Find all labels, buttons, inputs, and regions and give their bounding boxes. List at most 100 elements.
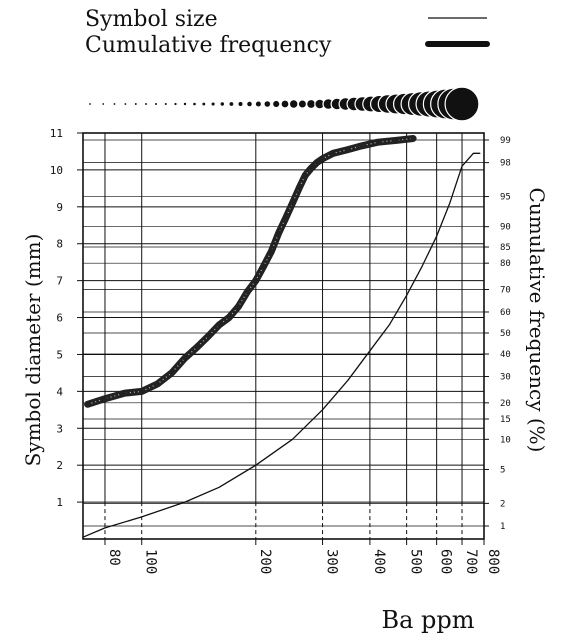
data-point [194, 344, 200, 350]
series-line-texture [87, 137, 414, 405]
symbol-size-circle [444, 86, 480, 122]
x-tick-label: 600 [438, 549, 454, 574]
x-tick-label: 100 [143, 549, 159, 574]
plot-grid [83, 132, 485, 539]
data-point [302, 172, 308, 178]
y-right-tick-label: 60 [500, 308, 511, 318]
data-point [169, 370, 175, 376]
symbol-size-circle [164, 102, 167, 106]
y-right-axis-title: Cumulative frequency (%) [525, 188, 549, 453]
series-line-cumulative-frequency [84, 135, 417, 408]
symbol-size-circle [289, 100, 298, 108]
data-point [216, 322, 222, 328]
data-point [121, 390, 127, 396]
data-point [314, 160, 320, 166]
data-point [261, 263, 267, 269]
symbol-size-circle [102, 103, 105, 105]
data-point [358, 143, 364, 149]
symbol-size-circle [297, 99, 308, 109]
symbol-size-circle [145, 103, 147, 105]
symbol-size-circle [247, 101, 252, 107]
series-line-symbol-size [82, 152, 481, 538]
symbol-size-circle [89, 103, 91, 105]
data-point [253, 278, 259, 284]
x-tick-label: 800 [485, 549, 501, 574]
symbol-size-circle [255, 101, 261, 107]
data-point [290, 200, 296, 206]
y-left-tick-label: 4 [56, 385, 63, 398]
y-left-tick-label: 3 [56, 422, 63, 435]
data-point [85, 401, 91, 407]
y-right-tick-label: 2 [500, 499, 505, 509]
data-point [244, 289, 250, 295]
y-right-tick-label: 10 [500, 435, 511, 445]
symbol-size-circle [238, 101, 243, 107]
y-right-tick-label: 40 [500, 350, 511, 360]
x-tick-label: 80 [106, 549, 122, 566]
symbol-size-scale [89, 86, 480, 122]
y-left-tick-label: 6 [56, 312, 63, 325]
y-right-tick-label: 70 [500, 285, 511, 295]
symbol-size-circle [174, 102, 177, 106]
data-point [375, 139, 381, 145]
symbol-size-circle [124, 103, 127, 105]
data-point [320, 156, 326, 162]
y-left-tick-label: 9 [56, 201, 63, 214]
data-point [268, 248, 274, 254]
x-axis: 80 100 200 300 400 500 600 700 800 [104, 539, 501, 574]
data-point [283, 215, 289, 221]
symbol-size-circle [113, 103, 116, 105]
data-point [276, 230, 282, 236]
legend-label-cumulative-frequency: Cumulative frequency [85, 33, 332, 58]
x-tick-label: 700 [463, 549, 479, 574]
y-right-tick-label: 85 [500, 243, 511, 253]
symbol-size-circle [229, 102, 234, 106]
data-point [154, 381, 160, 387]
y-right-tick-label: 15 [500, 415, 511, 425]
data-point [205, 333, 211, 339]
y-right-tick-label: 99 [500, 136, 511, 146]
plot-frame [82, 132, 485, 540]
data-point [296, 185, 302, 191]
y-left-tick-label: 5 [56, 348, 63, 361]
y-left-tick-label: 1 [56, 496, 63, 509]
data-point [182, 355, 188, 361]
symbol-size-circle [134, 103, 137, 105]
y-right-tick-label: 20 [500, 399, 511, 409]
x-tick-label: 300 [324, 549, 340, 574]
x-tick-label: 400 [371, 549, 387, 574]
symbol-size-circle [211, 102, 215, 106]
y-right-tick-label: 5 [500, 465, 505, 475]
x-tick-label: 200 [257, 549, 273, 574]
data-point [410, 136, 416, 142]
data-point [235, 303, 241, 309]
symbol-size-circle [264, 101, 271, 107]
y-left-tick-label: 2 [56, 459, 63, 472]
data-point [139, 388, 145, 394]
y-left-tick-label: 7 [56, 275, 63, 288]
y-right-tick-label: 1 [500, 522, 505, 532]
symbol-size-circle [154, 102, 158, 106]
symbol-size-circle [193, 102, 196, 106]
y-right-tick-label: 80 [500, 259, 511, 269]
data-point [308, 165, 314, 171]
symbol-size-circle [183, 102, 187, 106]
x-tick-label: 500 [408, 549, 424, 574]
symbol-size-circle [202, 102, 206, 106]
y-left-tick-label: 11 [50, 127, 63, 140]
data-point [330, 150, 336, 156]
y-right-tick-label: 98 [500, 159, 511, 169]
y-right-tick-label: 90 [500, 223, 511, 233]
y-left-tick-label: 8 [56, 238, 63, 251]
data-point [102, 396, 108, 402]
symbol-size-circle [220, 102, 225, 106]
y-right-tick-label: 95 [500, 193, 511, 203]
data-point [393, 137, 399, 143]
series-layer [82, 135, 481, 538]
legend-label-symbol-size: Symbol size [85, 7, 218, 32]
y-left-axis: 1 2 3 4 5 6 7 8 9 10 11 [50, 127, 83, 509]
x-axis-title: Ba ppm [381, 606, 474, 634]
y-right-axis: 1 2 5 10 15 20 30 40 50 60 70 80 85 90 95 98 99 [484, 136, 511, 532]
y-right-tick-label: 50 [500, 329, 511, 339]
